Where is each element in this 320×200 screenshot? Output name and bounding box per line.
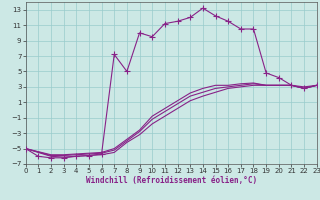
- X-axis label: Windchill (Refroidissement éolien,°C): Windchill (Refroidissement éolien,°C): [86, 176, 257, 185]
